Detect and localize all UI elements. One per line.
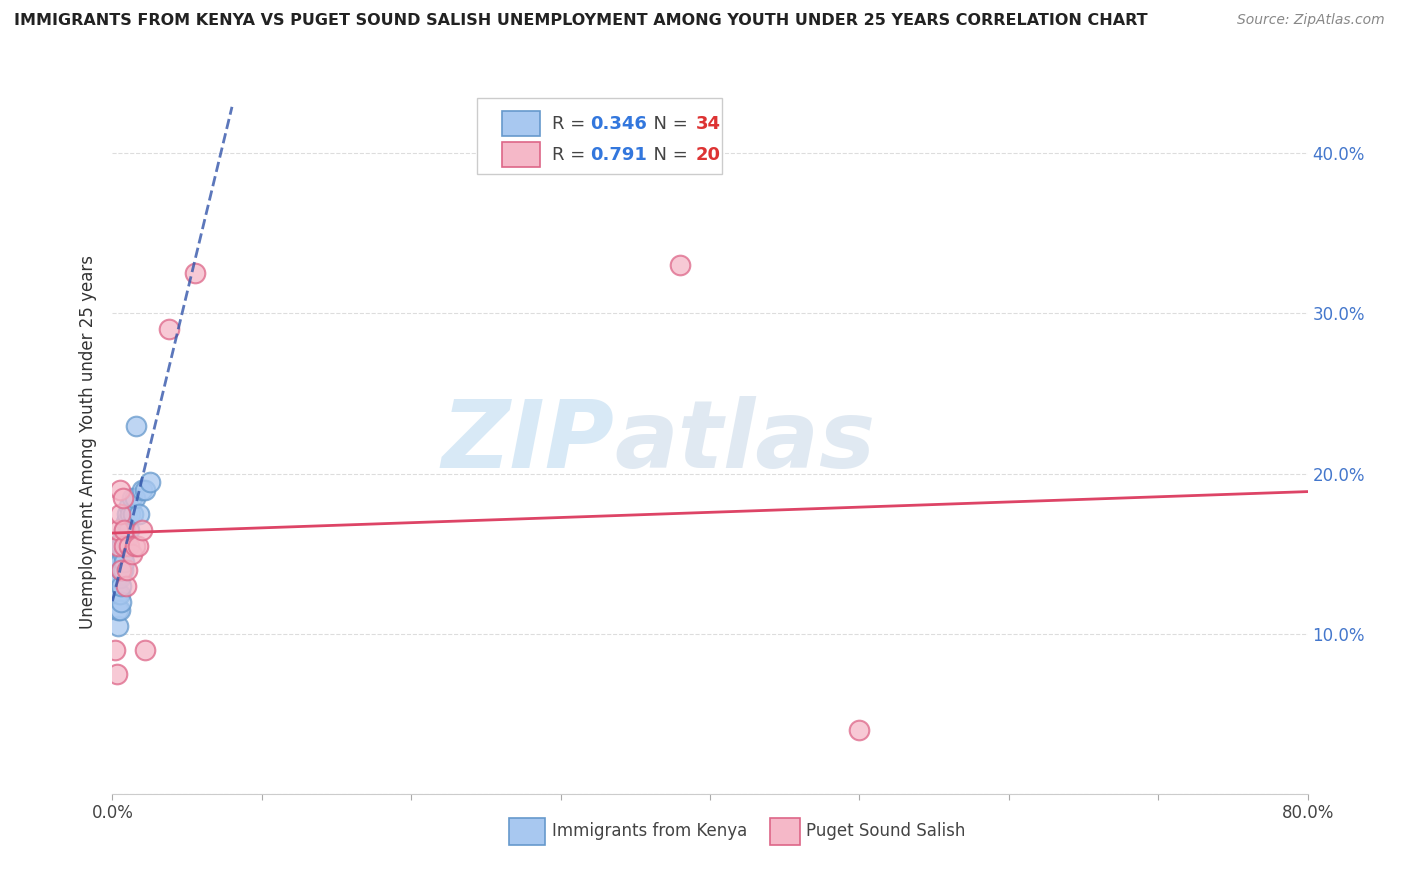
Point [183,266,205,280]
Point [111,491,134,505]
Point [108,587,131,601]
Point [118,523,141,537]
Point [105,666,128,681]
Point [114,539,135,553]
Point [121,547,143,561]
Point [105,571,128,585]
Point [118,539,141,553]
Point [124,539,146,553]
Point [134,642,156,657]
Point [122,507,145,521]
Point [131,523,153,537]
Point [107,618,129,632]
Point [127,539,149,553]
Point [115,539,138,553]
Text: Source: ZipAtlas.com: Source: ZipAtlas.com [1237,13,1385,28]
Point [114,555,135,569]
Point [157,322,180,336]
Text: 0.346: 0.346 [591,115,647,133]
Point [131,483,153,497]
Y-axis label: Unemployment Among Youth under 25 years: Unemployment Among Youth under 25 years [79,254,97,629]
Point [121,491,143,505]
Text: IMMIGRANTS FROM KENYA VS PUGET SOUND SALISH UNEMPLOYMENT AMONG YOUTH UNDER 25 YE: IMMIGRANTS FROM KENYA VS PUGET SOUND SAL… [14,13,1147,29]
Point [107,587,129,601]
Text: 0.791: 0.791 [591,145,647,164]
Point [110,579,132,593]
Text: 34: 34 [696,115,721,133]
Point [114,523,135,537]
Point [117,507,139,521]
Point [107,603,129,617]
Point [108,571,131,585]
Bar [502,111,540,136]
Point [110,539,132,553]
Point [110,563,132,577]
Point [105,555,128,569]
Text: atlas: atlas [614,395,876,488]
Point [124,491,146,505]
Point [111,531,134,545]
FancyBboxPatch shape [477,97,723,174]
Point [117,531,139,545]
Point [115,579,138,593]
Point [108,603,131,617]
Point [134,483,156,497]
Bar [770,818,800,845]
Text: ZIP: ZIP [441,395,614,488]
Point [110,563,132,577]
Point [115,515,138,529]
Point [107,523,129,537]
Point [104,539,127,553]
Point [128,507,150,521]
Point [669,258,692,272]
Text: N =: N = [643,145,693,164]
Text: N =: N = [643,115,693,133]
Point [104,642,127,657]
Point [118,499,141,513]
Text: 20: 20 [696,145,721,164]
Point [111,547,134,561]
Point [110,595,132,609]
Point [108,483,131,497]
Point [108,555,131,569]
Point [111,563,134,577]
Point [108,507,131,521]
Bar [509,818,546,845]
Point [117,563,139,577]
Point [120,507,142,521]
Point [125,418,148,433]
Text: R =: R = [553,115,592,133]
Point [114,523,135,537]
Point [139,475,162,489]
Text: Immigrants from Kenya: Immigrants from Kenya [553,822,748,840]
Text: R =: R = [553,145,592,164]
Bar [502,142,540,168]
Point [848,723,870,737]
Text: Puget Sound Salish: Puget Sound Salish [806,822,965,840]
Point [107,539,129,553]
